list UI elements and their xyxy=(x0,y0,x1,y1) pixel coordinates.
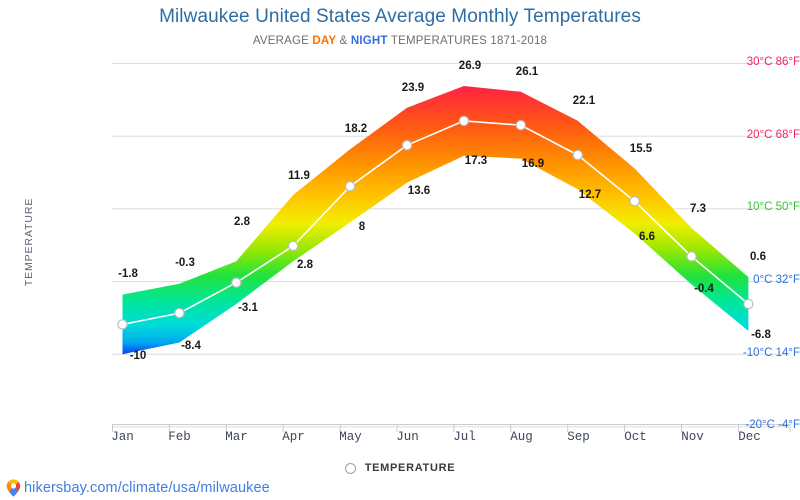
night-label-aug: 16.9 xyxy=(521,158,545,170)
day-label-may: 18.2 xyxy=(344,123,368,135)
day-label-dec: 0.6 xyxy=(750,251,766,263)
night-label-jun: 13.6 xyxy=(407,185,431,197)
night-label-jan: -10 xyxy=(129,350,147,362)
legend-label-temperature: TEMPERATURE xyxy=(364,462,456,474)
map-pin-icon xyxy=(6,479,21,497)
subtitle-day-word: DAY xyxy=(312,35,337,47)
night-label-apr: 2.8 xyxy=(297,259,313,271)
x-tick-jun: Jun xyxy=(396,430,419,444)
temperature-band xyxy=(122,86,749,355)
x-tick-aug: Aug xyxy=(510,430,533,444)
x-tick-mar: Mar xyxy=(225,430,248,444)
night-label-nov: -0.4 xyxy=(694,283,714,295)
page-title: Milwaukee United States Average Monthly … xyxy=(159,6,641,27)
x-tick-apr: Apr xyxy=(282,430,305,444)
chart-legend[interactable]: TEMPERATURE xyxy=(0,462,800,474)
day-label-apr: 11.9 xyxy=(288,170,310,182)
temperature-mean-line xyxy=(121,120,750,326)
day-label-oct: 15.5 xyxy=(629,143,653,155)
x-tick-may: May xyxy=(339,430,362,444)
y-axis-title: TEMPERATURE xyxy=(23,197,35,287)
day-label-sep: 22.1 xyxy=(572,95,596,107)
day-label-jun: 23.9 xyxy=(401,82,425,94)
data-point-markers xyxy=(117,115,754,330)
x-tick-sep: Sep xyxy=(567,430,590,444)
x-tick-jan: Jan xyxy=(111,430,134,444)
subtitle-suffix: TEMPERATURES 1871-2018 xyxy=(387,35,548,47)
y-tick-10: 10°C 50°F xyxy=(746,201,800,213)
x-axis xyxy=(112,424,791,432)
day-label-nov: 7.3 xyxy=(690,203,706,215)
subtitle-prefix: AVERAGE xyxy=(252,35,313,47)
day-label-jul: 26.9 xyxy=(458,60,482,72)
night-label-mar: -3.1 xyxy=(238,302,258,314)
night-label-dec: -6.8 xyxy=(751,329,771,341)
circle-outline-icon xyxy=(344,462,356,474)
x-tick-oct: Oct xyxy=(624,430,647,444)
x-tick-nov: Nov xyxy=(681,430,704,444)
night-label-jul: 17.3 xyxy=(464,155,488,167)
x-tick-jul: Jul xyxy=(453,430,476,444)
subtitle-night-word: NIGHT xyxy=(350,35,388,47)
y-tick-0: 0°C 32°F xyxy=(753,274,800,286)
day-label-feb: -0.3 xyxy=(175,257,195,269)
night-label-feb: -8.4 xyxy=(181,340,201,352)
day-label-mar: 2.8 xyxy=(234,216,250,228)
night-label-may: 8 xyxy=(358,221,366,233)
source-footer[interactable]: hikersbay.com/climate/usa/milwaukee xyxy=(6,479,270,497)
y-tick-30: 30°C 86°F xyxy=(746,56,800,68)
y-tick-neg10: -10°C 14°F xyxy=(742,347,800,359)
x-tick-feb: Feb xyxy=(168,430,191,444)
y-tick-neg20: -20°C -4°F xyxy=(745,419,800,431)
day-label-aug: 26.1 xyxy=(515,66,539,78)
day-label-jan: -1.8 xyxy=(118,268,138,280)
night-label-sep: 12.7 xyxy=(578,189,602,201)
source-url[interactable]: hikersbay.com/climate/usa/milwaukee xyxy=(24,480,270,496)
night-label-oct: 6.6 xyxy=(639,231,655,243)
chart-subtitle: AVERAGE DAY & NIGHT TEMPERATURES 1871-20… xyxy=(0,35,800,47)
y-tick-20: 20°C 68°F xyxy=(746,129,800,141)
x-tick-dec: Dec xyxy=(738,430,761,444)
subtitle-ampersand: & xyxy=(336,35,351,47)
